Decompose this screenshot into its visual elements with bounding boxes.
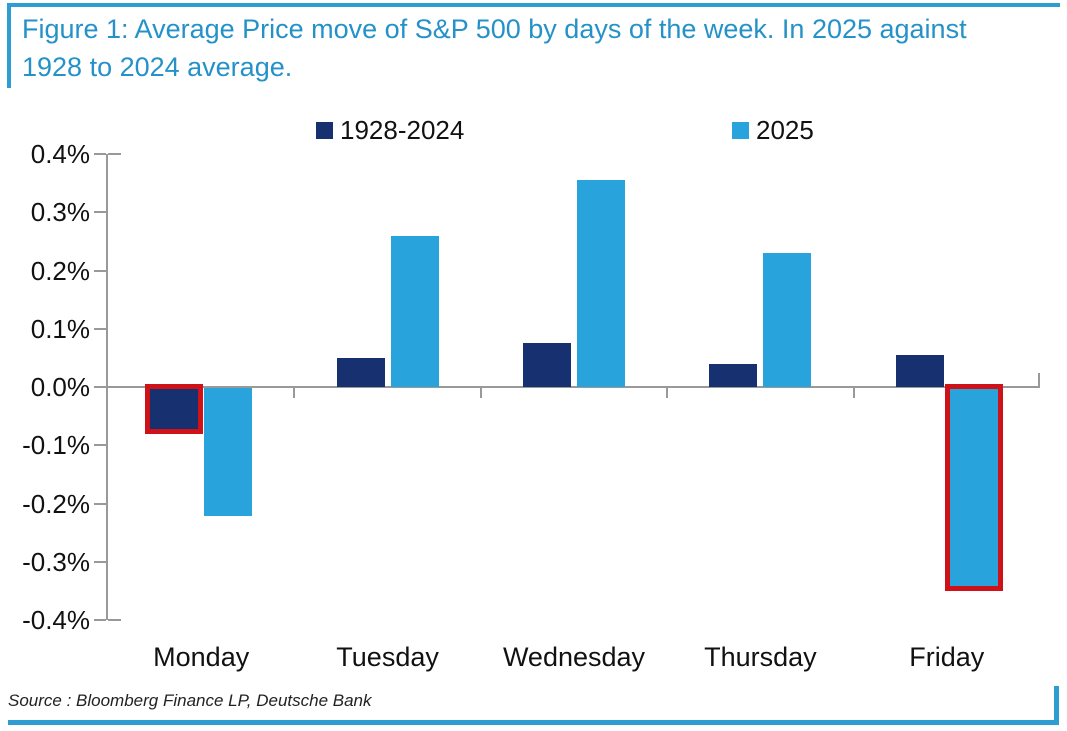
y-axis-tick xyxy=(94,444,106,447)
bar-thursday-2025 xyxy=(763,253,812,387)
y-axis-line xyxy=(106,154,108,620)
legend-label-1928-2024: 1928-2024 xyxy=(340,114,465,145)
highlight-box-monday xyxy=(145,384,204,434)
bar-thursday-1928-2024 xyxy=(709,363,758,387)
y-axis-bottom-end-cap xyxy=(108,619,121,621)
y-axis-tick xyxy=(94,619,106,621)
x-axis-label: Monday xyxy=(153,642,250,672)
x-axis-tick xyxy=(666,388,669,398)
y-axis-tick xyxy=(94,211,106,214)
x-axis-label: Thursday xyxy=(704,642,817,672)
x-axis-tick xyxy=(852,388,855,398)
x-axis-label: Wednesday xyxy=(502,642,646,672)
x-axis-label: Friday xyxy=(909,642,985,672)
figure-bottom-border-line xyxy=(8,720,1059,725)
bar-wednesday-1928-2024 xyxy=(523,343,571,387)
x-axis-line xyxy=(108,386,1040,388)
figure-top-border-line xyxy=(7,3,1060,7)
y-axis-top-end-cap xyxy=(108,153,121,155)
x-axis-right-end-cap xyxy=(1038,373,1040,387)
y-axis-tick-label: 0.0% xyxy=(30,372,90,402)
bar-tuesday-2025 xyxy=(390,235,439,387)
x-axis-label: Tuesday xyxy=(336,642,439,672)
bar-wednesday-2025 xyxy=(577,180,625,387)
legend-label-2025: 2025 xyxy=(756,114,814,145)
figure-title: Figure 1: Average Price move of S&P 500 … xyxy=(22,10,1032,86)
y-axis-tick xyxy=(94,327,106,330)
y-axis-tick xyxy=(94,153,106,155)
y-axis-tick xyxy=(94,269,106,272)
y-axis-tick-label: -0.1% xyxy=(22,430,90,461)
y-axis-tick xyxy=(94,502,106,505)
x-axis-tick xyxy=(479,388,482,398)
figure-title-left-border-line xyxy=(7,3,11,88)
y-axis-tick-label: -0.3% xyxy=(22,546,90,577)
legend-item-1928-2024: 1928-2024 xyxy=(316,115,464,145)
y-axis-tick xyxy=(94,560,106,563)
x-axis-tick xyxy=(293,388,296,398)
source-note: Source : Bloomberg Finance LP, Deutsche … xyxy=(8,691,372,710)
legend-item-2025: 2025 xyxy=(732,115,814,145)
figure-title-line1: Figure 1: Average Price move of S&P 500 … xyxy=(22,14,967,44)
y-axis-tick-label: -0.4% xyxy=(22,605,90,635)
figure-bottom-right-border-line xyxy=(1054,686,1059,725)
bar-friday-2025 xyxy=(949,388,998,587)
y-axis-tick-label: 0.3% xyxy=(30,197,90,228)
y-axis-tick-label: -0.2% xyxy=(22,488,90,519)
y-axis-tick-label: 0.1% xyxy=(30,313,90,344)
bar-monday-1928-2024 xyxy=(150,388,199,429)
y-axis-tick-label: 0.2% xyxy=(30,255,90,286)
legend-marker-1928-2024 xyxy=(316,121,333,139)
bar-tuesday-1928-2024 xyxy=(336,357,385,387)
y-axis-tick xyxy=(94,386,106,388)
y-axis-tick-label: 0.4% xyxy=(30,139,90,169)
bar-monday-2025 xyxy=(204,388,253,517)
legend-marker-2025 xyxy=(732,121,749,139)
figure-title-line2: 1928 to 2024 average. xyxy=(22,52,293,82)
bar-friday-1928-2024 xyxy=(895,354,944,387)
highlight-box-friday xyxy=(944,384,1003,592)
